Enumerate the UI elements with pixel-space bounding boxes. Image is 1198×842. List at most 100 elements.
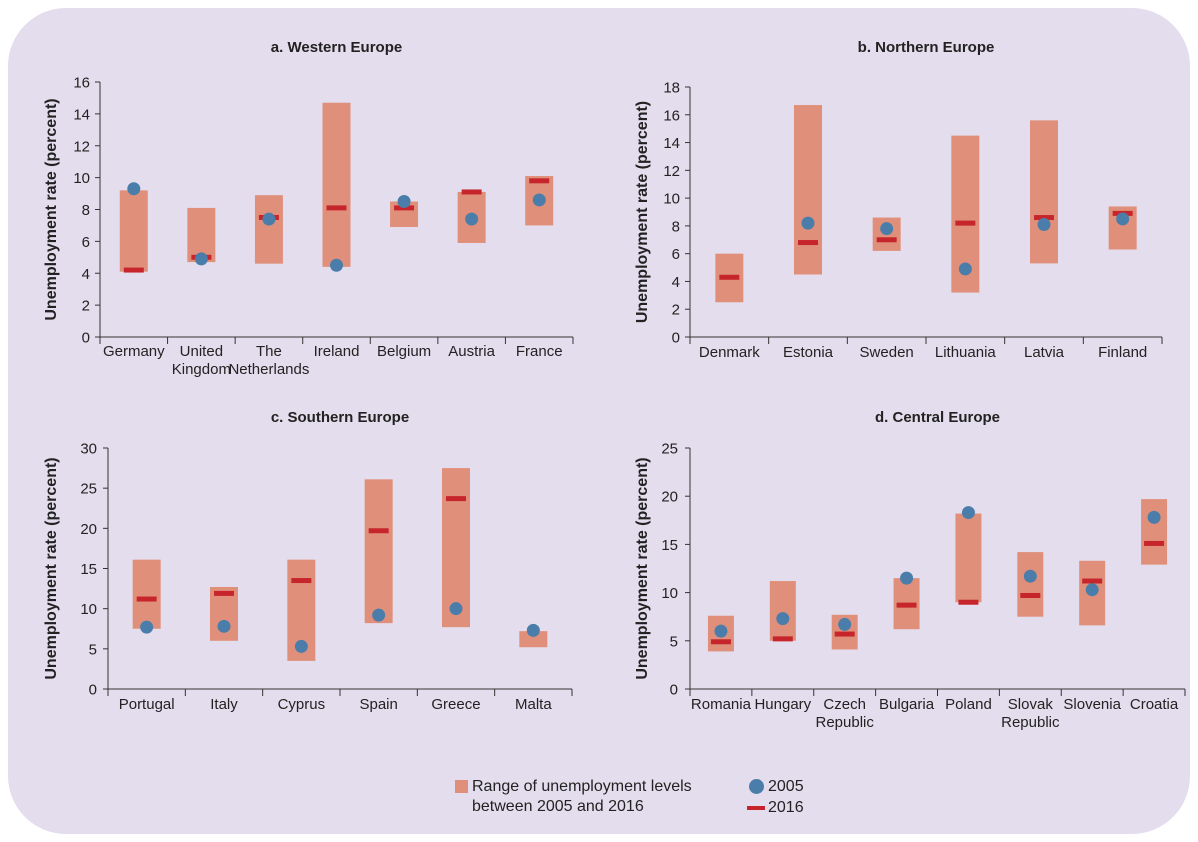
mark-2016 (326, 205, 347, 211)
mark-2016 (710, 639, 731, 645)
y-tick-label: 0 (670, 682, 678, 699)
y-tick-label: 10 (80, 601, 97, 618)
dot-2005 (880, 222, 894, 236)
range-bar (364, 479, 393, 624)
mark-2016 (876, 237, 897, 243)
y-axis-label: Unemployment rate (percent) (43, 98, 60, 320)
y-tick-label: 0 (89, 682, 97, 699)
y-tick-label: 4 (672, 274, 680, 291)
y-tick-label: 16 (663, 107, 680, 124)
x-tick-label: Croatia (1130, 696, 1179, 713)
dot-2005 (526, 623, 540, 637)
x-tick-label: Ireland (314, 343, 360, 360)
y-tick-label: 0 (82, 330, 90, 347)
x-tick-label: Malta (515, 696, 552, 713)
chart-title: b. Northern Europe (858, 39, 995, 56)
x-tick-label: Czech (823, 696, 866, 713)
x-tick-label: Bulgaria (879, 696, 935, 713)
legend-2016-marker (747, 806, 765, 810)
dot-2005 (140, 620, 154, 634)
mark-2016 (955, 220, 976, 226)
range-bar (119, 190, 148, 272)
dot-2005 (330, 258, 343, 272)
y-tick-label: 15 (661, 537, 678, 554)
x-tick-label: Finland (1098, 344, 1147, 361)
dot-2005 (1023, 569, 1037, 583)
y-axis-label: Unemployment rate (percent) (43, 457, 60, 679)
y-tick-label: 2 (82, 298, 90, 315)
x-tick-label: Denmark (699, 344, 760, 361)
y-tick-label: 8 (82, 202, 90, 219)
y-tick-label: 6 (672, 246, 680, 263)
mark-2016 (1144, 540, 1165, 546)
dot-2005 (1085, 583, 1099, 597)
x-tick-label: Republic (816, 714, 875, 731)
dot-2005 (194, 252, 208, 266)
dot-2005 (801, 216, 815, 230)
chart-title: a. Western Europe (271, 39, 402, 56)
y-tick-label: 5 (670, 633, 678, 650)
y-tick-label: 30 (80, 441, 97, 458)
y-tick-label: 4 (82, 266, 90, 283)
chart-title: d. Central Europe (875, 409, 1000, 426)
dot-2005 (900, 571, 914, 585)
range-bar (519, 631, 548, 648)
mark-2016 (291, 578, 312, 584)
legend-range-swatch (455, 780, 468, 793)
mark-2016 (1020, 592, 1041, 598)
x-tick-label: The (256, 343, 282, 360)
dot-2005 (465, 212, 479, 226)
y-tick-label: 14 (73, 106, 90, 123)
dot-2005 (776, 612, 790, 626)
mark-2016 (214, 590, 234, 596)
legend-2016-label: 2016 (768, 799, 804, 816)
x-tick-label: Romania (691, 696, 752, 713)
y-tick-label: 10 (73, 170, 90, 187)
mark-2016 (834, 631, 855, 637)
dot-2005 (838, 617, 852, 631)
y-tick-label: 25 (80, 481, 97, 498)
mark-2016 (1034, 215, 1054, 221)
mark-2016 (123, 267, 144, 273)
mark-2016 (136, 596, 157, 602)
mark-2016 (896, 602, 917, 608)
dot-2005 (262, 212, 276, 226)
dot-2005 (958, 262, 972, 276)
x-tick-label: Slovak (1008, 696, 1054, 713)
mark-2016 (529, 178, 550, 184)
y-tick-label: 12 (73, 138, 90, 155)
x-tick-label: Hungary (754, 696, 811, 713)
y-tick-label: 20 (661, 489, 678, 506)
x-tick-label: Lithuania (935, 344, 997, 361)
range-bar (955, 513, 982, 603)
mark-2016 (719, 274, 740, 280)
x-tick-label: Sweden (860, 344, 914, 361)
legend-2005-marker (749, 779, 764, 794)
x-tick-label: Republic (1001, 714, 1060, 731)
mark-2016 (958, 599, 979, 605)
x-tick-label: Germany (103, 343, 165, 360)
y-tick-label: 25 (661, 441, 678, 458)
mark-2016 (446, 496, 466, 502)
y-tick-label: 15 (80, 561, 97, 578)
y-axis-label: Unemployment rate (percent) (634, 101, 651, 323)
x-tick-label: Belgium (377, 343, 431, 360)
x-tick-label: Portugal (119, 696, 175, 713)
mark-2016 (772, 636, 793, 642)
legend: Range of unemployment levels between 200… (455, 777, 875, 821)
y-tick-label: 5 (89, 641, 97, 658)
range-bar (322, 102, 351, 267)
y-tick-label: 10 (661, 585, 678, 602)
range-bar (132, 559, 161, 629)
y-tick-label: 0 (672, 330, 680, 347)
y-axis-label: Unemployment rate (percent) (634, 457, 651, 679)
x-tick-label: Kingdom (172, 361, 231, 378)
x-tick-label: Cyprus (278, 696, 326, 713)
mark-2016 (368, 528, 389, 534)
mark-2016 (1082, 578, 1103, 584)
mark-2016 (798, 240, 818, 246)
y-tick-label: 8 (672, 218, 680, 235)
x-tick-label: France (516, 343, 563, 360)
dot-2005 (449, 602, 463, 616)
